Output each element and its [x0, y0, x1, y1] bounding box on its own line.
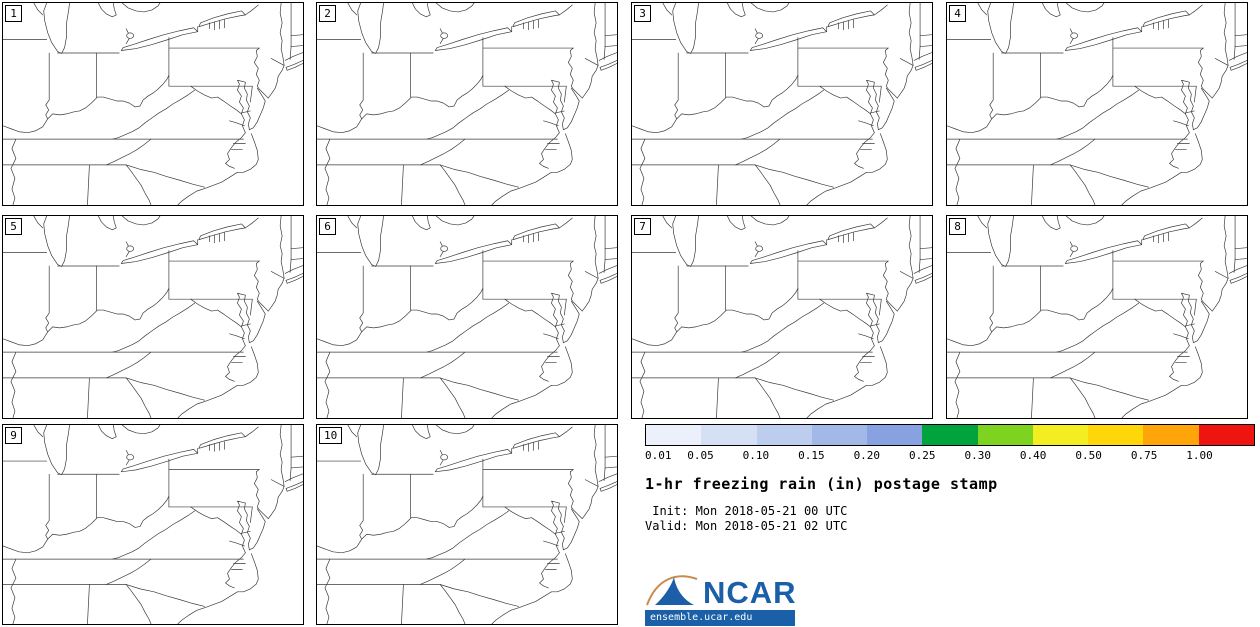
colorbar-tick-label: 0.01	[645, 449, 672, 462]
colorbar-segment	[977, 425, 1033, 445]
member-map	[3, 3, 303, 205]
info-block: 0.01 0.05 0.10 0.15 0.20 0.25 0.30 0.40 0.50 0.75…	[645, 424, 1255, 626]
member-map	[3, 425, 303, 624]
ncar-sail-icon	[646, 575, 698, 606]
member-number-label: 3	[634, 5, 651, 23]
ensemble-member-panel: 1	[2, 2, 304, 206]
colorbar-segment	[922, 425, 978, 445]
colorbar-segment	[646, 425, 702, 445]
ensemble-member-panel: 4	[946, 2, 1248, 206]
ensemble-member-panel: 10	[316, 424, 618, 625]
logo-url-bar: ensemble.ucar.edu	[645, 610, 795, 626]
colorbar-segment	[756, 425, 812, 445]
ensemble-member-panel: 9	[2, 424, 304, 625]
ensemble-member-panel: 3	[631, 2, 933, 206]
member-number-label: 2	[319, 5, 336, 23]
member-number-label: 6	[319, 218, 336, 236]
colorbar-tick-label: 0.50	[1075, 449, 1102, 462]
colorbar-segment	[867, 425, 923, 445]
ensemble-member-panel: 5	[2, 215, 304, 419]
ensemble-member-panel: 7	[631, 215, 933, 419]
member-map	[317, 216, 617, 418]
colorbar-tick-label: 0.75	[1130, 449, 1158, 462]
ncar-wordmark: NCAR	[703, 575, 797, 610]
colorbar-segment	[701, 425, 757, 445]
member-number-label: 4	[949, 5, 966, 23]
valid-line: Valid: Mon 2018-05-21 02 UTC	[645, 519, 848, 533]
member-number-label: 5	[5, 218, 22, 236]
init-line: Init: Mon 2018-05-21 00 UTC	[645, 504, 848, 518]
colorbar-tick-label: 0.25	[909, 449, 936, 462]
colorbar-tick-label: 0.20	[853, 449, 881, 462]
ncar-logo: NCAR	[645, 568, 1255, 608]
colorbar-segment	[1032, 425, 1089, 445]
colorbar-tick-label: 0.30	[964, 449, 991, 462]
logo-url-text: ensemble.ucar.edu	[650, 612, 753, 623]
colorbar-tick-label: 0.40	[1019, 449, 1047, 462]
member-number-label: 8	[949, 218, 966, 236]
member-map	[317, 425, 617, 624]
colorbar-tick-label: 0.05	[687, 449, 714, 462]
colorbar-segment	[1198, 425, 1254, 445]
member-map	[947, 3, 1247, 205]
colorbar-tick-label: 0.10	[742, 449, 770, 462]
ensemble-member-panel: 8	[946, 215, 1248, 419]
colorbar-segment	[1088, 425, 1144, 445]
member-number-label: 9	[5, 427, 22, 445]
member-number-label: 7	[634, 218, 651, 236]
member-map	[317, 3, 617, 205]
member-number-label: 10	[319, 427, 343, 445]
colorbar-segment	[811, 425, 868, 445]
member-map	[632, 3, 932, 205]
colorbar-segments	[645, 424, 1255, 446]
member-number-label: 1	[5, 5, 22, 23]
colorbar-tick-label: 0.15	[798, 449, 825, 462]
ensemble-member-panel: 6	[316, 215, 618, 419]
member-map	[3, 216, 303, 418]
init-valid-lines: Init: Mon 2018-05-21 00 UTC Valid: Mon 2…	[645, 504, 1255, 534]
plot-title: 1-hr freezing rain (in) postage stamp	[645, 475, 998, 493]
colorbar-segment	[1143, 425, 1199, 445]
ensemble-member-panel: 2	[316, 2, 618, 206]
colorbar-tick-label: 1.00	[1186, 449, 1213, 462]
colorbar-ticks: 0.01 0.05 0.10 0.15 0.20 0.25 0.30 0.40 0.50 0.75…	[645, 449, 1255, 462]
member-map	[632, 216, 932, 418]
member-map	[947, 216, 1247, 418]
